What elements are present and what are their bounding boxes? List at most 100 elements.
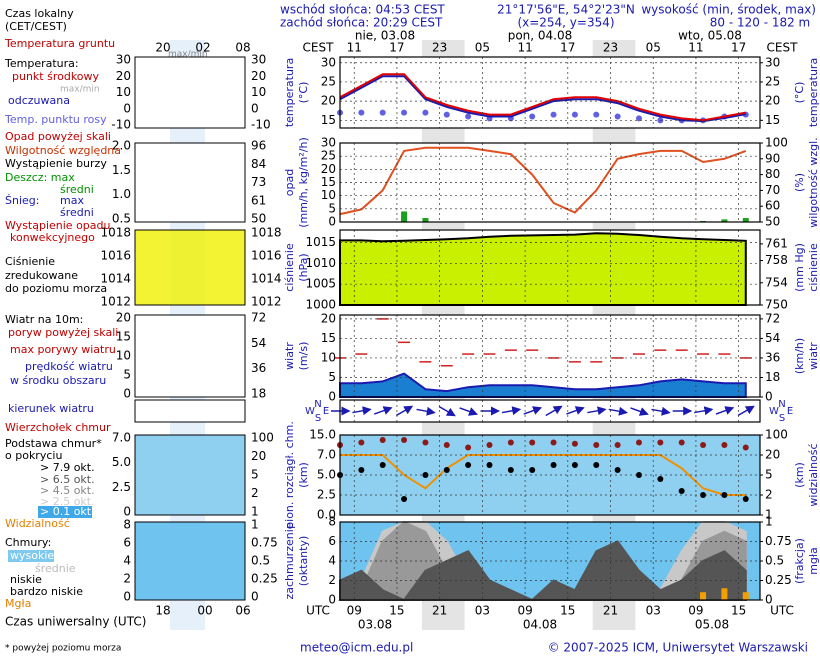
y2-axis-title: wiatr [807,342,820,370]
mini-tick-label: 0.25 [251,572,278,586]
dot [529,439,536,446]
cest-tick-label: 17 [560,41,575,55]
utc-tick-label: 21 [603,604,618,618]
line [339,75,746,123]
y2-axis-title: temperatura [807,58,820,127]
y2-tick-label: 20 [765,448,780,462]
y2-tick-label: 761 [765,236,788,250]
wind-arrow [651,406,671,416]
y-axis-title: pion. rozciągł. chm. [283,421,296,529]
dot [507,439,514,446]
mini-panel [134,434,246,516]
y-tick-label: 0 [328,215,336,229]
y2-tick-label: 758 [765,253,788,267]
y2-axis-title: (%) [793,173,806,192]
grid-point: (x=254, y=354) [517,16,614,30]
area [339,540,747,602]
area [339,372,747,398]
utc-tick-label: 15 [560,604,575,618]
mini-tick-label: 0 [251,590,259,604]
date-label: 04.08 [523,618,557,632]
line [340,454,746,496]
y-tick-label: 1010 [305,256,336,270]
dot [614,467,621,473]
y2-tick-label: 36 [765,350,780,364]
y-axis-title: zachmurzenie [283,522,296,599]
dot [358,439,365,446]
legend-text: max/min [168,50,208,60]
mini-tick-label: 4 [123,554,131,568]
mini-panel [134,399,246,423]
compass-label: S [779,413,785,424]
dot [422,109,429,116]
dot [721,442,728,448]
mini-hour: 08 [235,41,250,55]
dot [443,111,450,118]
mini-tick-label: 54 [251,336,266,350]
y-tick-label: 5 [328,370,336,384]
cest-tick-label: 23 [603,41,618,55]
y-tick-label: 5 [328,201,336,215]
mini-tick-label: 1018 [100,226,131,240]
mini-tick-label: 100 [251,431,274,445]
wind-arrow [545,405,563,417]
y2-tick-label: 80 [765,167,780,181]
y2-tick-label: 54 [765,331,780,345]
mini-tick-label: 0.75 [251,536,278,550]
panel-frame [339,434,761,516]
utc-tick-label: 09 [517,604,532,618]
mini-tick-label: 6 [123,536,131,550]
y-axis-title: ciśnienie [283,243,296,292]
mini-tick-label: 10 [116,349,131,363]
mini-hour: 06 [235,604,250,618]
legend-text: odczuwana [8,94,70,107]
dot [379,462,386,468]
y-tick-label: 20 [321,162,336,176]
series-layer [337,73,749,124]
date-label: pon, 04.08 [508,29,573,43]
y2-axis-title: (frakcja) [793,538,806,584]
legend-text: wysokie [10,549,54,562]
cest-tick-label: 17 [731,41,746,55]
y2-tick-label: 750 [765,298,788,312]
dot [635,115,642,122]
y-tick-label: 15 [321,331,336,345]
mini-panel [134,142,246,223]
y-tick-label: 25 [321,74,336,88]
panel-frame [339,521,761,601]
line [339,73,746,122]
mini-tick-label: 5.0 [112,455,131,469]
mini-tick-label: -10 [251,118,271,132]
mini-tick-label: 73 [251,175,266,189]
dot [422,439,429,446]
y2-axis-title: wilgotność wzgl. [807,137,820,227]
dot [635,472,642,478]
dot [657,476,664,482]
y2-tick-label: 0.75 [765,534,792,548]
y2-tick-label: 60 [765,199,780,213]
dot [529,467,536,473]
cest-tick-label: 11 [517,41,532,55]
y2-axis-title: (km/h) [793,338,806,374]
y-tick-label: 4 [328,554,336,568]
dot [401,109,408,116]
dot [571,111,578,118]
dot [529,113,536,120]
legend-text: konwekcyjnego [10,231,95,244]
height-title: wysokość (min, środek, max) [641,3,816,17]
mini-tick-label: 1.0 [112,187,131,201]
y-tick-label: 0.0 [317,508,336,522]
y-axis-title: (oktanty) [297,536,310,587]
dot [486,462,493,468]
dot [443,467,450,473]
mini-tick-label: 84 [251,157,266,171]
utc-tick-label: 03 [475,604,490,618]
legend-text: Podstawa chmur* [5,437,102,450]
legend-text: Temperatura gruntu [4,37,115,50]
y-tick-label: 10 [321,188,336,202]
legend-text: Chmury: [5,536,51,549]
date-label: 03.08 [358,618,392,632]
compass-label: E [787,406,793,417]
mini-panel [134,56,246,129]
legend-text: niskie [10,573,42,586]
